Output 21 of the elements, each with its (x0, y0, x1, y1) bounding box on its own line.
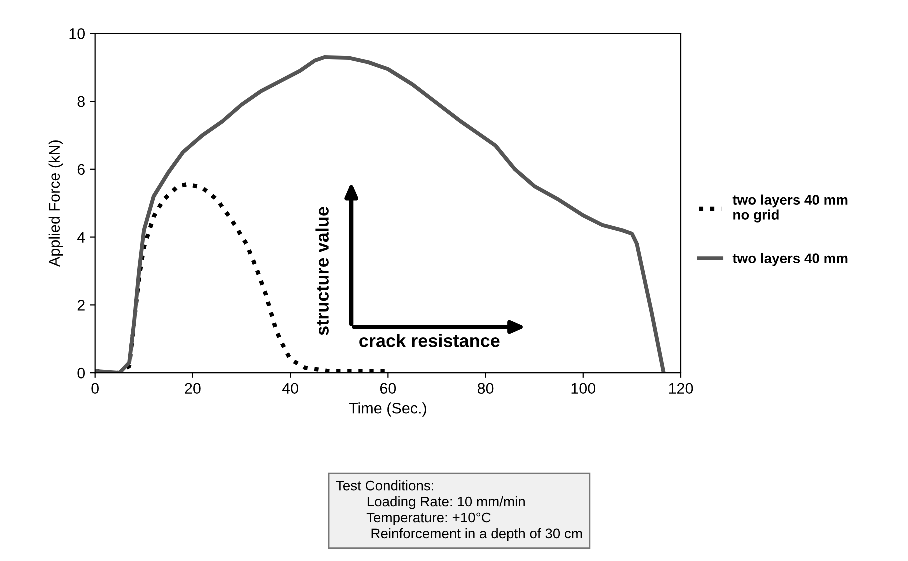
y-tick-label: 10 (70, 28, 86, 40)
text: Test Conditions: Loading Rate: 10 mm/min Temperature: +10°C Reinforcement in a depth of 30 cm (336, 480, 582, 542)
line-series (95, 55, 666, 374)
x-tick-label: 20 (185, 383, 201, 394)
y-tick-label: 2 (78, 300, 85, 311)
x-tick-label: 0 (92, 383, 99, 394)
y-axis-title: Applied Force (kN) (48, 140, 64, 268)
x-tick-label: 60 (380, 383, 396, 394)
x-tick-label: 80 (478, 383, 494, 394)
legend-label: two layers 40 mm no grid (732, 194, 848, 223)
annotation: crack resistance (360, 334, 500, 348)
y-tick-label: 8 (78, 96, 85, 108)
x-tick-label: 100 (572, 383, 596, 394)
y-tick-label: 4 (77, 232, 86, 243)
y-tick-label: 6 (78, 164, 85, 176)
x-axis-title: Time (Sec.) (349, 402, 426, 417)
x-tick-label: 120 (669, 383, 694, 394)
y-tick-label: 0 (78, 368, 86, 379)
annotation: structure value (316, 207, 329, 336)
legend-label: two layers 40 mm (732, 253, 848, 266)
x-tick-label: 40 (282, 383, 298, 394)
